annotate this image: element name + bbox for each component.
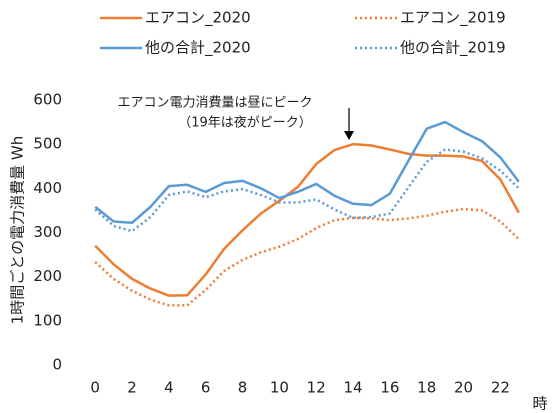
x-tick-label: 0: [90, 379, 100, 397]
legend-label: エアコン_2019: [400, 9, 506, 28]
legend-label: エアコン_2020: [145, 9, 251, 28]
annotation-arrowhead: [344, 131, 354, 140]
line-series: [94, 142, 520, 297]
x-tick-label: 12: [307, 379, 326, 397]
x-tick-label: 2: [127, 379, 137, 397]
x-tick-label: 10: [270, 379, 289, 397]
y-tick-label: 200: [33, 267, 62, 285]
x-axis-label: 時: [532, 395, 547, 413]
y-tick-label: 100: [33, 311, 62, 329]
annotation: エアコン電力消費量は昼にピーク: [117, 96, 312, 111]
y-tick-label: 400: [33, 179, 62, 197]
x-tick-label: 6: [201, 379, 211, 397]
x-tick-label: 16: [380, 379, 399, 397]
x-tick-label: 22: [491, 379, 510, 397]
y-axis-label: 1時間ごとの電力消費量 Wh: [9, 136, 27, 325]
y-tick-label: 300: [33, 223, 62, 241]
y-tick-label: 600: [33, 91, 62, 109]
x-tick-label: 4: [164, 379, 174, 397]
y-tick-label: 0: [52, 356, 62, 374]
x-tick-label: 14: [343, 379, 362, 397]
line-series: [94, 148, 520, 233]
x-tick-label: 8: [238, 379, 248, 397]
x-tick-label: 20: [454, 379, 473, 397]
legend-label: 他の合計_2020: [145, 39, 251, 58]
line-series: [94, 120, 520, 225]
y-tick-label: 500: [33, 135, 62, 153]
x-tick-label: 18: [417, 379, 436, 397]
legend-label: 他の合計_2019: [400, 39, 506, 58]
annotation: （19年は夜がピーク）: [178, 116, 312, 131]
line-series: [94, 207, 520, 307]
